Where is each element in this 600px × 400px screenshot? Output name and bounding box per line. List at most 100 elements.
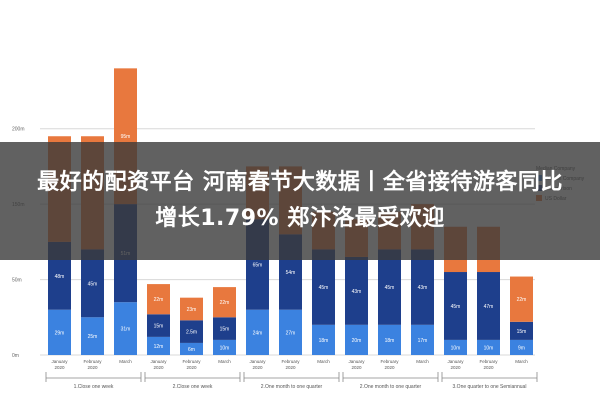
x-tick-label: March <box>416 359 429 364</box>
bar-segment <box>477 272 500 340</box>
x-tick-label: January <box>51 359 68 364</box>
x-tick-label: March <box>119 359 132 364</box>
data-label: 9m <box>518 345 525 351</box>
data-label: 45m <box>319 285 329 291</box>
x-tick-sublabel: 2020 <box>450 365 461 370</box>
bar-segment <box>312 324 335 355</box>
data-label: 45m <box>451 304 461 310</box>
x-tick-sublabel: 2020 <box>186 365 197 370</box>
data-label: 45m <box>385 285 395 291</box>
bar-segment <box>246 309 269 355</box>
data-label: 43m <box>418 285 428 291</box>
data-label: 18m <box>385 338 395 344</box>
bar-segment <box>114 302 137 355</box>
bar-segment <box>312 249 335 325</box>
bar-segment <box>510 321 533 340</box>
x-tick-sublabel: 2020 <box>351 365 362 370</box>
bar-segment <box>147 336 170 355</box>
data-label: 15m <box>154 324 164 330</box>
bar-segment <box>345 324 368 355</box>
data-label: 27m <box>286 330 296 336</box>
x-tick-label: March <box>218 359 231 364</box>
x-tick-sublabel: 2020 <box>87 365 98 370</box>
bar-segment <box>213 339 236 355</box>
headline-line-2: 增长1.79% 郑汴洛最受欢迎 <box>155 206 445 231</box>
bar-segment <box>378 324 401 355</box>
group-label: 2.One month to one quarter <box>261 384 323 390</box>
data-label: 17m <box>418 338 428 344</box>
bar-segment <box>510 339 533 355</box>
data-label: 29m <box>55 330 65 336</box>
data-label: 22m <box>517 297 527 303</box>
x-tick-sublabel: 2020 <box>153 365 164 370</box>
bar-segment <box>180 320 203 343</box>
data-label: 20m <box>352 338 362 344</box>
x-tick-label: January <box>150 359 167 364</box>
bar-segment <box>147 284 170 315</box>
x-tick-label: January <box>348 359 365 364</box>
x-tick-label: February <box>281 359 300 364</box>
group-label: 1.Close one week <box>74 384 114 390</box>
data-label: 47m <box>484 304 494 310</box>
y-tick-label: 0m <box>12 353 19 359</box>
bar-segment <box>477 339 500 355</box>
group-label: 3.One quarter to one Semiannual <box>453 384 527 390</box>
data-label: 43m <box>352 289 362 295</box>
data-label: 10m <box>220 345 230 351</box>
y-tick-label: 50m <box>12 278 22 284</box>
data-label: 31m <box>121 327 131 333</box>
x-tick-label: March <box>317 359 330 364</box>
bar-segment <box>213 287 236 318</box>
x-tick-label: January <box>447 359 464 364</box>
bar-segment <box>213 317 236 340</box>
data-label: 18m <box>319 338 329 344</box>
data-label: 10m <box>451 345 461 351</box>
x-tick-sublabel: 2020 <box>384 365 395 370</box>
data-label: 54m <box>286 270 296 276</box>
bar-segment <box>147 314 170 337</box>
data-label: 22m <box>154 297 164 303</box>
bar-segment <box>411 249 434 325</box>
data-label: 6m <box>188 347 195 353</box>
bar-segment <box>510 276 533 322</box>
x-tick-label: February <box>83 359 102 364</box>
bar-segment <box>444 272 467 340</box>
data-label: 24m <box>253 330 263 336</box>
bar-segment <box>411 324 434 355</box>
data-label: 65m <box>253 262 263 268</box>
x-tick-label: February <box>479 359 498 364</box>
data-label: 12m <box>154 344 164 350</box>
group-label: 2.One month to one quarter <box>360 384 422 390</box>
x-tick-label: February <box>380 359 399 364</box>
headline-overlay: 最好的配资平台 河南春节大数据丨全省接待游客同比 增长1.79% 郑汴洛最受欢迎 <box>0 142 600 260</box>
data-label: 95m <box>121 134 131 140</box>
data-label: 15m <box>220 327 230 333</box>
x-tick-label: February <box>182 359 201 364</box>
bar-segment <box>48 309 71 355</box>
data-label: 22m <box>220 300 230 306</box>
x-tick-label: January <box>249 359 266 364</box>
data-label: 2.5m <box>186 330 197 336</box>
data-label: 48m <box>55 274 65 280</box>
bar-segment <box>180 342 203 355</box>
data-label: 45m <box>88 281 98 287</box>
x-tick-label: March <box>515 359 528 364</box>
data-label: 15m <box>517 329 527 335</box>
bar-segment <box>180 297 203 321</box>
x-tick-sublabel: 2020 <box>483 365 494 370</box>
headline-line-1: 最好的配资平台 河南春节大数据丨全省接待游客同比 <box>37 170 563 195</box>
data-label: 10m <box>484 345 494 351</box>
bar-segment <box>81 317 104 355</box>
data-label: 25m <box>88 334 98 340</box>
x-tick-sublabel: 2020 <box>252 365 263 370</box>
data-label: 23m <box>187 307 197 313</box>
x-tick-sublabel: 2020 <box>54 365 65 370</box>
group-label: 2.Close one week <box>173 384 213 390</box>
bar-segment <box>444 339 467 355</box>
bar-segment <box>378 249 401 325</box>
bar-segment <box>81 249 104 318</box>
y-tick-label: 200m <box>12 127 25 133</box>
bar-segment <box>345 256 368 325</box>
bar-segment <box>279 309 302 355</box>
x-tick-sublabel: 2020 <box>285 365 296 370</box>
